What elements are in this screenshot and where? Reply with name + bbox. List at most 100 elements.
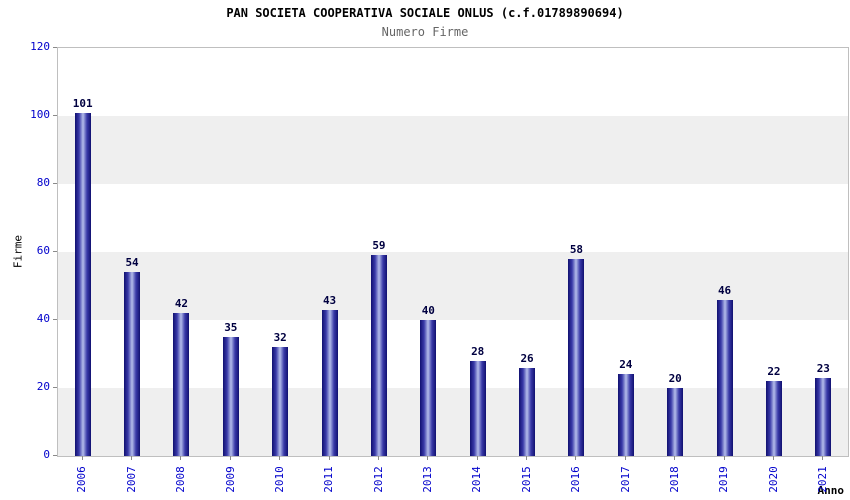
bar-2021 — [815, 377, 832, 456]
x-axis-title: Anno — [817, 484, 845, 497]
y-tick-label: 0 — [43, 448, 50, 461]
x-tick-label: 2012 — [358, 461, 398, 500]
bar-2010 — [272, 347, 289, 456]
chart-title: PAN SOCIETA COOPERATIVA SOCIALE ONLUS (c… — [226, 6, 624, 20]
x-tick-label: 2015 — [506, 461, 546, 500]
plot-band — [58, 320, 848, 388]
bar-2006 — [74, 112, 91, 456]
x-tick-mark — [81, 456, 83, 460]
plot-band — [58, 252, 848, 320]
plot-band — [58, 388, 848, 456]
x-tick-mark — [328, 456, 330, 460]
x-tick-mark — [131, 456, 133, 460]
x-tick-label: 2009 — [210, 461, 250, 500]
y-tick-label: 60 — [36, 244, 50, 257]
bar-value-label: 40 — [421, 304, 435, 317]
x-tick-mark — [575, 456, 577, 460]
y-tick-label: 120 — [30, 40, 50, 53]
x-tick-mark — [180, 456, 182, 460]
x-tick-label-text: 2014 — [470, 466, 484, 493]
x-tick-label: 2008 — [160, 461, 200, 500]
bar-2019 — [716, 299, 733, 456]
bar-2013 — [420, 320, 437, 456]
bar-value-label: 42 — [174, 297, 189, 311]
bar-2009 — [222, 337, 239, 456]
x-tick-mark — [229, 456, 231, 460]
x-tick-label-text: 2009 — [223, 466, 237, 493]
bar-2008 — [173, 313, 190, 456]
x-tick-mark — [772, 456, 774, 460]
y-tick-mark — [53, 319, 57, 320]
y-tick-mark — [53, 251, 57, 252]
bar-value-label: 22 — [767, 365, 781, 379]
bar-2012 — [370, 255, 387, 456]
bar-2017 — [617, 374, 634, 456]
bar-2018 — [667, 388, 684, 456]
x-tick-label-text: 2019 — [717, 466, 731, 493]
y-tick-label: 40 — [36, 312, 50, 325]
x-tick-label: 2019 — [704, 461, 744, 500]
x-tick-label-text: 2008 — [173, 466, 187, 493]
bar-value-label: 20 — [668, 372, 682, 385]
y-tick-mark — [53, 387, 57, 388]
bar-value-label: 24 — [619, 358, 633, 372]
y-tick-mark — [53, 183, 57, 184]
plot-band — [58, 184, 848, 252]
y-tick-label: 100 — [30, 108, 50, 121]
bar-value-label: 54 — [125, 256, 139, 270]
x-tick-mark — [476, 456, 478, 460]
x-tick-label: 2010 — [259, 461, 299, 500]
x-tick-mark — [279, 456, 281, 460]
x-tick-label-text: 2013 — [420, 466, 434, 493]
bar-value-label: 59 — [372, 239, 386, 253]
x-tick-label-text: 2016 — [568, 466, 582, 493]
x-tick-label: 2014 — [457, 461, 497, 500]
x-tick-label: 2013 — [407, 461, 447, 500]
x-tick-mark — [723, 456, 725, 460]
x-tick-mark — [526, 456, 528, 460]
bar-2014 — [469, 360, 486, 456]
x-tick-label-text: 2007 — [124, 466, 138, 493]
x-tick-mark — [674, 456, 676, 460]
bar-2016 — [568, 258, 585, 456]
bar-2011 — [321, 309, 338, 456]
x-tick-label-text: 2021 — [815, 466, 829, 493]
x-tick-label-text: 2012 — [371, 466, 385, 493]
y-tick-label: 80 — [36, 176, 50, 189]
bar-value-label: 26 — [520, 351, 534, 365]
x-tick-label: 2018 — [654, 461, 694, 500]
x-tick-label-text: 2015 — [519, 466, 533, 493]
x-tick-mark — [624, 456, 626, 460]
x-tick-label: 2020 — [753, 461, 793, 500]
plot-band — [58, 48, 848, 116]
y-tick-mark — [53, 115, 57, 116]
x-tick-label-text: 2006 — [75, 466, 89, 493]
plot-area: 101 54 42 35 32 43 59 40 28 26 58 24 20 46 22 23 — [57, 47, 849, 457]
bar-2020 — [765, 381, 782, 456]
bar-value-label: 43 — [322, 293, 337, 307]
x-tick-label: 2021 — [802, 461, 842, 500]
y-tick-label: 20 — [36, 380, 50, 393]
x-tick-label-text: 2017 — [618, 466, 632, 493]
bar-value-label: 32 — [273, 331, 287, 345]
bar-value-label: 35 — [224, 321, 238, 334]
bar-value-label: 46 — [717, 283, 732, 297]
x-tick-label-text: 2011 — [322, 466, 336, 493]
x-tick-mark — [822, 456, 824, 460]
x-tick-label-text: 2018 — [667, 466, 681, 493]
bar-value-label: 101 — [72, 96, 93, 110]
bar-2015 — [519, 367, 536, 456]
x-tick-label: 2011 — [309, 461, 349, 500]
y-tick-mark — [53, 47, 57, 48]
bar-value-label: 28 — [471, 344, 485, 358]
y-tick-mark — [53, 455, 57, 456]
x-tick-mark — [377, 456, 379, 460]
x-tick-label: 2017 — [605, 461, 645, 500]
chart-subtitle: Numero Firme — [381, 25, 469, 39]
bar-value-label: 58 — [569, 242, 584, 256]
x-tick-label: 2007 — [111, 461, 151, 500]
x-tick-label-text: 2010 — [272, 466, 286, 493]
x-tick-label: 2016 — [555, 461, 595, 500]
x-tick-mark — [427, 456, 429, 460]
